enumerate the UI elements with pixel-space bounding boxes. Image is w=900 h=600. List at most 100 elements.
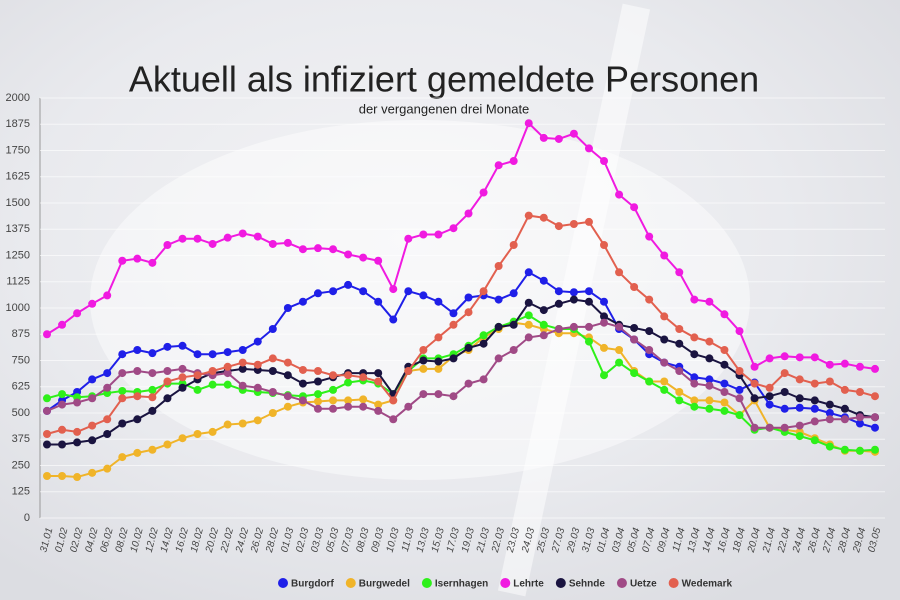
data-point [660, 358, 669, 367]
data-point [675, 339, 684, 348]
data-point [404, 402, 413, 411]
data-point [675, 268, 684, 277]
data-point [298, 365, 307, 374]
data-point [329, 371, 338, 380]
data-point [539, 213, 548, 222]
data-point [479, 331, 488, 340]
data-point [630, 323, 639, 332]
legend-label: Wedemark [682, 579, 733, 590]
data-point [569, 295, 578, 304]
data-point [765, 392, 774, 401]
data-point [43, 440, 51, 449]
data-point [58, 472, 67, 480]
chart-title: Aktuell als infiziert gemeldete Personen [129, 59, 759, 100]
data-point [118, 256, 127, 265]
data-point [313, 289, 322, 298]
data-point [133, 254, 142, 263]
data-point [133, 346, 142, 354]
data-point [313, 390, 322, 399]
data-point [524, 211, 533, 220]
data-point [329, 396, 338, 405]
data-point [344, 396, 353, 405]
data-point [178, 234, 187, 243]
data-point [43, 394, 51, 403]
data-point [479, 339, 488, 348]
data-point [43, 330, 51, 339]
data-point [840, 415, 849, 424]
data-point [88, 375, 97, 384]
y-tick-label: 1625 [6, 171, 30, 183]
data-point [163, 394, 172, 403]
data-point [118, 386, 127, 395]
data-point [600, 318, 609, 327]
data-point [389, 285, 398, 294]
data-point [524, 311, 533, 320]
data-point [268, 388, 277, 396]
data-point [871, 392, 879, 401]
data-point [584, 144, 593, 153]
data-point [329, 404, 338, 413]
data-point [359, 253, 368, 262]
data-point [765, 354, 774, 363]
data-point [720, 406, 729, 415]
data-point [494, 354, 503, 363]
data-point [795, 394, 804, 403]
data-point [464, 293, 473, 302]
data-point [705, 337, 714, 346]
data-point [705, 396, 714, 405]
y-tick-label: 875 [12, 328, 30, 340]
data-point [464, 209, 473, 218]
data-point [103, 369, 112, 378]
data-point [374, 400, 383, 409]
data-point [630, 203, 639, 212]
data-point [705, 354, 714, 363]
data-point [840, 385, 849, 394]
data-point [163, 367, 172, 375]
data-point [871, 445, 879, 454]
data-point [58, 320, 67, 329]
data-point [645, 295, 654, 304]
legend-label: Burgdorf [291, 579, 334, 590]
data-point [584, 297, 593, 306]
data-point [208, 239, 217, 248]
data-point [720, 346, 729, 354]
y-tick-label: 2000 [6, 92, 30, 104]
data-point [148, 258, 157, 267]
data-point [118, 394, 127, 403]
data-point [554, 134, 563, 143]
data-point [645, 327, 654, 336]
data-point [329, 385, 338, 394]
data-point [43, 430, 51, 438]
data-point [344, 371, 353, 380]
data-point [208, 427, 217, 436]
data-point [133, 392, 142, 401]
data-point [253, 337, 262, 346]
data-point [494, 262, 503, 270]
data-point [855, 446, 864, 455]
data-point [600, 312, 609, 321]
data-point [765, 423, 774, 432]
data-point [720, 310, 729, 319]
y-tick-label: 1750 [6, 144, 30, 156]
data-point [344, 280, 353, 289]
data-point [630, 335, 639, 344]
data-point [404, 367, 413, 375]
data-point [780, 404, 789, 413]
data-point [88, 468, 97, 477]
data-point [193, 385, 202, 394]
data-point [569, 220, 578, 228]
data-point [163, 440, 172, 449]
data-point [630, 369, 639, 378]
data-point [494, 295, 503, 304]
data-point [404, 287, 413, 296]
data-point [178, 373, 187, 382]
data-point [238, 381, 247, 390]
data-point [690, 333, 699, 342]
data-point [283, 358, 292, 367]
data-point [690, 350, 699, 359]
data-point [645, 232, 654, 241]
y-tick-label: 500 [12, 407, 30, 419]
data-point [88, 436, 97, 445]
data-point [660, 377, 669, 386]
